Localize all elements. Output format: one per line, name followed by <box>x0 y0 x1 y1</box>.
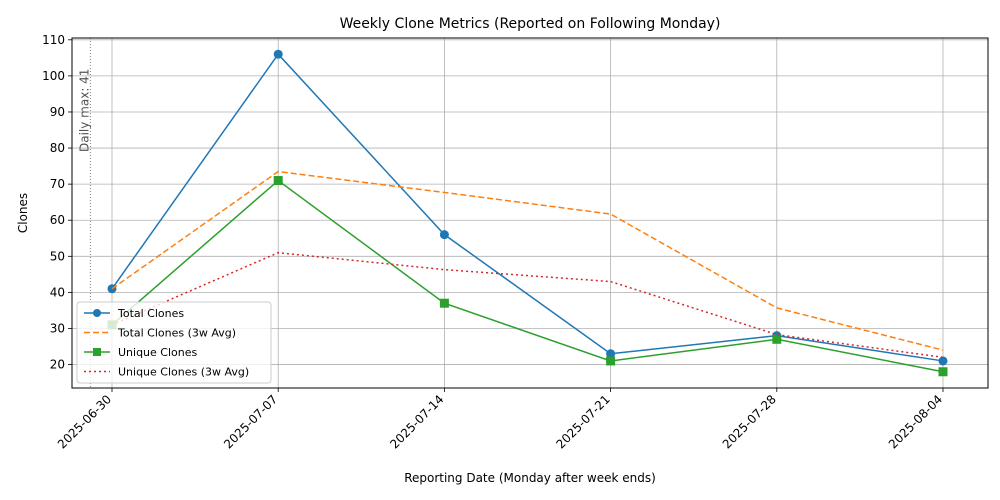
data-point <box>938 356 948 366</box>
annotation-label: Daily max: 41 <box>77 69 91 152</box>
legend-box <box>76 301 272 384</box>
x-axis-label: Reporting Date (Monday after week ends) <box>404 471 656 485</box>
series-line-0 <box>111 53 944 362</box>
plot-frame <box>71 37 989 389</box>
y-tick-label: 90 <box>50 105 65 119</box>
y-tick-label: 20 <box>50 358 65 372</box>
legend: Total Clones Total Clones (3w Avg) Unique … <box>76 301 272 384</box>
y-tick-label: 30 <box>50 321 65 335</box>
data-point <box>606 349 616 359</box>
series-layer <box>107 49 948 377</box>
data-point <box>606 356 616 366</box>
y-tick-label: 40 <box>50 285 65 299</box>
data-point <box>772 334 782 344</box>
y-tick-label: 110 <box>42 33 65 47</box>
data-point <box>273 49 283 59</box>
data-point <box>439 230 449 240</box>
series-line-3 <box>111 251 944 359</box>
y-tick-label: 50 <box>50 249 65 263</box>
data-point <box>273 176 283 186</box>
y-tick-label: 100 <box>42 69 65 83</box>
y-tick-label: 60 <box>50 213 65 227</box>
data-point <box>439 298 449 308</box>
y-axis-label: Clones <box>16 193 30 233</box>
legend-label: Unique Clones <box>118 346 198 359</box>
series-line-2 <box>111 179 944 373</box>
y-tick-label: 70 <box>50 177 65 191</box>
legend-label: Unique Clones (3w Avg) <box>118 366 249 379</box>
legend-marker <box>93 309 101 317</box>
grid <box>72 38 988 388</box>
chart-title: Weekly Clone Metrics (Reported on Follow… <box>340 16 721 32</box>
legend-label: Total Clones (3w Avg) <box>117 327 236 340</box>
series-line-1 <box>111 170 944 351</box>
y-tick-label: 80 <box>50 141 65 155</box>
legend-label: Total Clones <box>117 307 184 320</box>
data-point <box>938 367 948 377</box>
legend-marker <box>93 348 101 356</box>
